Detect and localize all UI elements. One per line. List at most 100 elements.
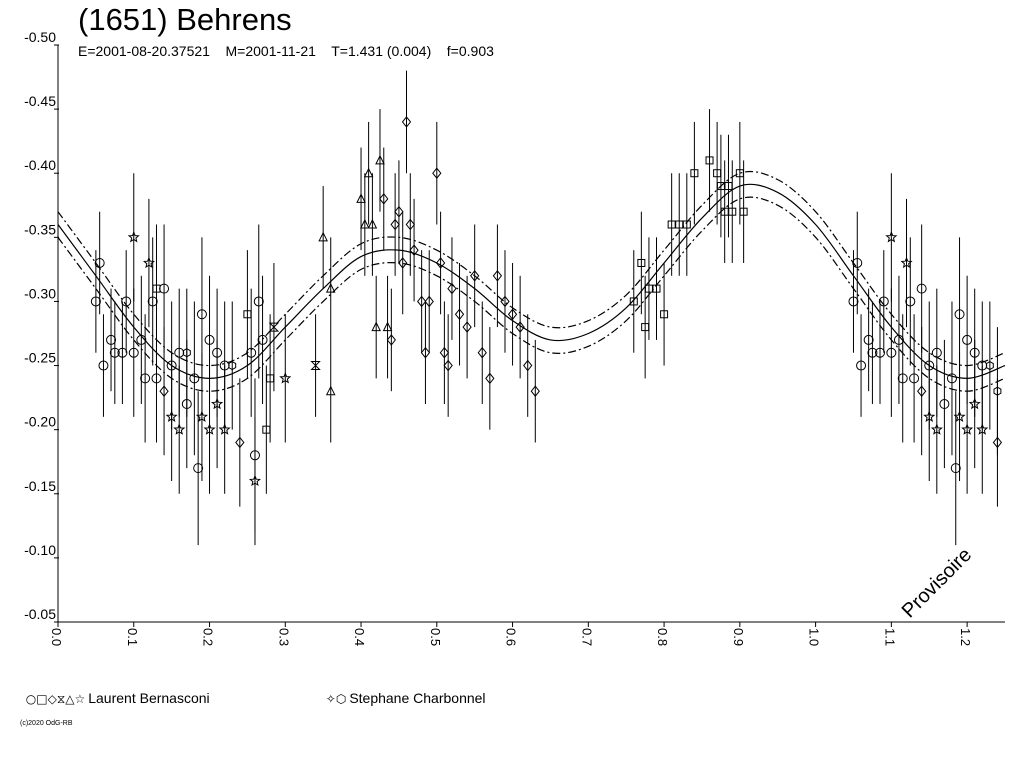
data-point-star <box>173 423 186 435</box>
y-tick-label: -0.05 <box>24 606 56 622</box>
data-point-star <box>961 423 974 435</box>
data-point-square <box>152 284 161 293</box>
data-point-circle <box>893 334 904 345</box>
data-point-circle <box>257 334 268 345</box>
data-point-star <box>930 423 943 435</box>
data-point-circle <box>196 309 207 320</box>
data-point-triangle <box>318 231 328 242</box>
data-point-square <box>728 207 737 216</box>
data-point-circle <box>253 296 264 307</box>
data-point-circle <box>109 347 120 358</box>
data-point-triangle <box>371 321 382 332</box>
data-point-star <box>203 423 216 435</box>
data-point-circle <box>147 296 158 307</box>
data-point-star <box>968 397 981 410</box>
data-point-diamond <box>401 116 412 128</box>
data-point-circle <box>867 347 878 358</box>
data-point-diamond <box>507 308 518 321</box>
data-point-square <box>660 310 669 319</box>
x-tick-label: 0.0 <box>49 628 64 646</box>
data-point-circle <box>852 257 863 268</box>
data-point-circle <box>916 283 927 294</box>
data-point-triangle <box>367 218 378 229</box>
x-tick-label: 0.2 <box>201 628 216 646</box>
data-point-circle <box>117 347 128 358</box>
data-point-square <box>667 220 676 229</box>
data-point-circle <box>874 347 885 358</box>
data-point-diamond <box>417 295 427 308</box>
data-point-circle <box>931 347 942 358</box>
data-point-square <box>652 284 661 293</box>
data-point-square <box>637 258 646 267</box>
data-point-circle <box>90 296 101 307</box>
data-point-diamond <box>409 244 419 256</box>
data-point-diamond <box>439 346 450 359</box>
data-point-diamond <box>530 385 540 398</box>
data-point-diamond <box>435 257 446 269</box>
data-point-circle <box>886 347 897 358</box>
data-point-triangle <box>382 321 393 332</box>
y-tick-label: -0.30 <box>24 285 56 301</box>
x-tick-label: 0.8 <box>655 628 670 646</box>
data-point-square <box>690 169 699 178</box>
data-point-diamond <box>917 385 927 398</box>
data-point-circle <box>946 373 957 384</box>
legend-symbols: ✧⬡ <box>325 692 347 706</box>
data-point-diamond <box>500 295 510 308</box>
data-point-star <box>165 410 178 423</box>
data-point-diamond <box>443 359 453 372</box>
data-point-circle <box>246 347 257 358</box>
y-tick-label: -0.45 <box>24 93 56 109</box>
x-tick-label: 0.1 <box>125 628 140 646</box>
data-point-hourglass <box>268 322 280 332</box>
data-point-square <box>739 207 748 216</box>
data-point-circle <box>897 373 908 384</box>
y-tick-label: -0.35 <box>24 221 56 237</box>
data-point-star <box>211 397 224 410</box>
x-tick-label: 1.0 <box>807 628 822 646</box>
fit-band-lower <box>57 196 1006 392</box>
data-point-diamond <box>424 295 434 308</box>
data-point-diamond <box>523 359 533 372</box>
data-point-diamond <box>398 257 408 269</box>
data-point-circle <box>856 360 867 371</box>
data-point-diamond <box>470 269 480 282</box>
data-point-square <box>644 284 653 293</box>
x-tick-label: 0.9 <box>731 628 746 646</box>
data-point-circle <box>106 334 117 345</box>
data-point-diamond <box>420 346 431 359</box>
data-point-diamond <box>235 436 245 449</box>
y-tick-label: -0.20 <box>24 414 56 430</box>
data-point-circle <box>962 334 973 345</box>
data-point-circle <box>954 309 965 320</box>
data-point-star <box>218 423 231 435</box>
data-point-triangle <box>325 385 336 396</box>
data-point-star <box>976 423 989 435</box>
legend-label: Laurent Bernasconi <box>88 690 210 706</box>
data-point-triangle <box>356 193 366 203</box>
y-tick-label: -0.40 <box>24 157 56 173</box>
data-point-star <box>885 230 898 243</box>
data-point-diamond <box>159 385 169 398</box>
legend-symbols: ○□◇⧖△☆ <box>25 692 86 706</box>
data-point-hexagon <box>182 348 191 358</box>
x-tick-label: 0.4 <box>352 628 367 646</box>
data-point-circle <box>121 296 132 307</box>
x-tick-label: 0.6 <box>504 628 519 646</box>
data-point-triangle <box>363 167 374 178</box>
y-tick-label: -0.25 <box>24 350 56 366</box>
data-point-diamond <box>477 346 487 359</box>
data-point-star <box>195 410 209 423</box>
data-point-circle <box>151 373 162 384</box>
x-tick-label: 0.5 <box>428 628 443 646</box>
data-point-star <box>923 410 936 423</box>
data-point-circle <box>94 257 105 268</box>
data-point-star <box>953 410 966 423</box>
data-point-hourglass <box>310 361 321 371</box>
data-point-circle <box>909 373 920 384</box>
data-point-diamond <box>386 334 396 346</box>
data-point-circle <box>848 296 859 307</box>
data-point-circle <box>905 296 916 307</box>
data-point-diamond <box>390 218 400 231</box>
data-point-diamond <box>454 308 465 321</box>
